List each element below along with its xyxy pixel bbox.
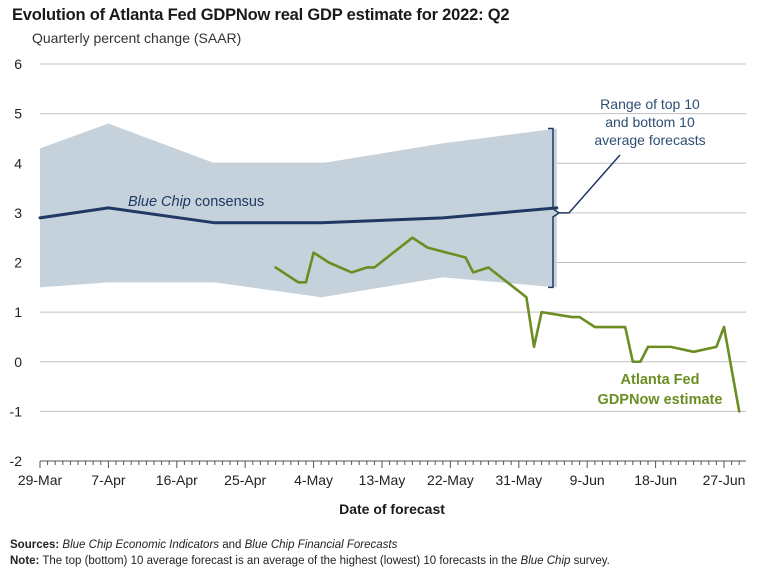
gdpnow-line — [274, 236, 741, 413]
chart-title: Evolution of Atlanta Fed GDPNow real GDP… — [12, 6, 510, 24]
y-axis-ticks: 6 5 4 3 2 1 0 -1 -2 — [10, 56, 23, 469]
y-tick-label: 6 — [14, 56, 22, 72]
y-tick-label: -2 — [10, 453, 23, 469]
range-band-area — [40, 123, 557, 298]
consensus-label: Blue Chip consensus — [128, 194, 264, 210]
x-tick-label: 9-Jun — [570, 472, 605, 488]
forecast-range-band — [40, 123, 557, 298]
series-lines — [38, 206, 741, 413]
x-tick-label: 29-Mar — [18, 472, 63, 488]
note-label: Note: — [10, 555, 40, 567]
y-tick-label: 0 — [14, 354, 22, 370]
y-tick-label: 1 — [14, 304, 22, 320]
sources-note: Sources: Blue Chip Economic Indicators a… — [10, 539, 397, 551]
chart-subtitle: Quarterly percent change (SAAR) — [32, 30, 242, 46]
y-tick-label: -1 — [10, 403, 23, 419]
sources-label: Sources: — [10, 539, 60, 551]
y-tick-label: 2 — [14, 255, 22, 271]
sources-text-1: Blue Chip Economic Indicators — [62, 539, 220, 551]
range-leader-line — [559, 154, 621, 214]
gdpnow-label-line: GDPNow estimate — [598, 392, 723, 408]
note-text-3: survey. — [570, 555, 610, 567]
x-tick-label: 25-Apr — [224, 472, 266, 488]
y-tick-label: 3 — [14, 205, 22, 221]
consensus-label-rest: consensus — [191, 194, 264, 210]
y-tick-label: 5 — [14, 106, 22, 122]
note-text-2: Blue Chip — [520, 555, 571, 567]
x-tick-label: 27-Jun — [703, 472, 746, 488]
sources-text-2: and — [219, 539, 245, 551]
x-tick-label: 4-May — [294, 472, 333, 488]
range-label-line: average forecasts — [594, 132, 705, 148]
x-tick-label: 22-May — [427, 472, 474, 488]
x-tick-label: 18-Jun — [634, 472, 677, 488]
annotations: Range of top 10 and bottom 10 average fore… — [128, 96, 722, 408]
note-text-1: The top (bottom) 10 average forecast is … — [39, 555, 521, 567]
sources-text-3: Blue Chip Financial Forecasts — [244, 539, 398, 551]
consensus-label-italic: Blue Chip — [128, 194, 191, 210]
gdpnow-label-line: Atlanta Fed — [621, 372, 700, 388]
x-axis-label: Date of forecast — [339, 501, 445, 517]
x-tick-label: 16-Apr — [156, 472, 198, 488]
range-label-line: Range of top 10 — [600, 96, 700, 112]
range-label-line: and bottom 10 — [605, 114, 695, 130]
x-tick-label: 7-Apr — [91, 472, 126, 488]
footnote: Note: The top (bottom) 10 average foreca… — [10, 555, 610, 567]
x-tick-label: 13-May — [359, 472, 406, 488]
y-tick-label: 4 — [14, 155, 22, 171]
x-tick-label: 31-May — [495, 472, 542, 488]
x-axis: 29-Mar 7-Apr 16-Apr 25-Apr 4-May 13-May 22-May… — [18, 460, 746, 488]
consensus-line — [38, 206, 559, 225]
gdp-chart: 6 5 4 3 2 1 0 -1 -2 29-Mar 7-Apr 16-Apr 25-Apr 4-May… — [10, 56, 746, 517]
